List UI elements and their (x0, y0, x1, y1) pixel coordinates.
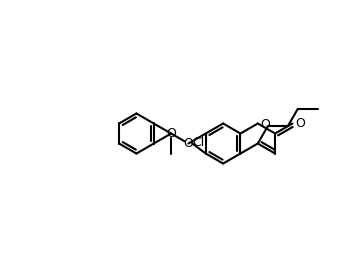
Text: O: O (184, 137, 193, 150)
Text: Cl: Cl (192, 136, 204, 149)
Text: O: O (166, 127, 176, 140)
Text: O: O (295, 117, 305, 130)
Text: O: O (260, 118, 270, 131)
